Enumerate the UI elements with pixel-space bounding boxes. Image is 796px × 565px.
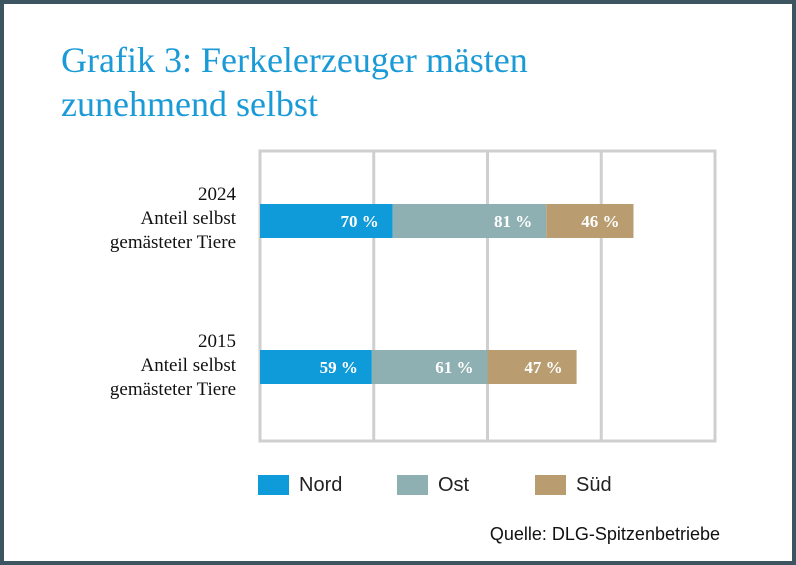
data-label-süd-2024: 46 %	[581, 212, 619, 231]
bar-segment-nord-2024	[260, 204, 393, 238]
data-label-süd-2015: 47 %	[524, 358, 562, 377]
bar-segment-süd-2015	[487, 350, 577, 384]
chart-title-line-1: Grafik 3: Ferkelerzeuger mästen	[61, 40, 528, 80]
category-line: gemästeter Tiere	[109, 232, 236, 253]
category-year: 2015	[198, 331, 236, 352]
category-line: Anteil selbst	[140, 208, 236, 229]
bar-segment-süd-2024	[546, 204, 634, 238]
legend-label: Nord	[299, 473, 343, 496]
category-line: gemästeter Tiere	[109, 379, 236, 400]
source-note: Quelle: DLG-Spitzenbetriebe	[489, 524, 720, 544]
legend-item-ost: Ost	[397, 474, 469, 496]
chart-title-line-2: zunehmend selbst	[61, 84, 318, 124]
legend-swatch	[535, 475, 566, 495]
category-line: Anteil selbst	[140, 355, 236, 376]
data-label-nord-2024: 70 %	[340, 212, 378, 231]
legend-label: Süd	[576, 473, 612, 496]
legend-label: Ost	[438, 473, 470, 496]
category-year: 2024	[198, 184, 236, 205]
category-label-2024: 2024 Anteil selbst gemästeter Tiere	[6, 183, 236, 255]
chart-title: Grafik 3: Ferkelerzeuger mästen zunehmen…	[61, 38, 681, 126]
data-label-ost-2015: 61 %	[435, 358, 473, 377]
chart-card	[4, 4, 792, 561]
data-label-ost-2024: 81 %	[494, 212, 532, 231]
legend-item-sued: Süd	[535, 474, 612, 496]
bar-segment-ost-2015	[371, 350, 488, 384]
legend-swatch	[258, 475, 289, 495]
category-label-2015: 2015 Anteil selbst gemästeter Tiere	[6, 330, 236, 402]
bar-segment-ost-2024	[392, 204, 547, 238]
bar-segment-nord-2015	[260, 350, 372, 384]
legend-swatch	[397, 475, 428, 495]
data-label-nord-2015: 59 %	[320, 358, 358, 377]
legend-item-nord: Nord	[258, 474, 342, 496]
